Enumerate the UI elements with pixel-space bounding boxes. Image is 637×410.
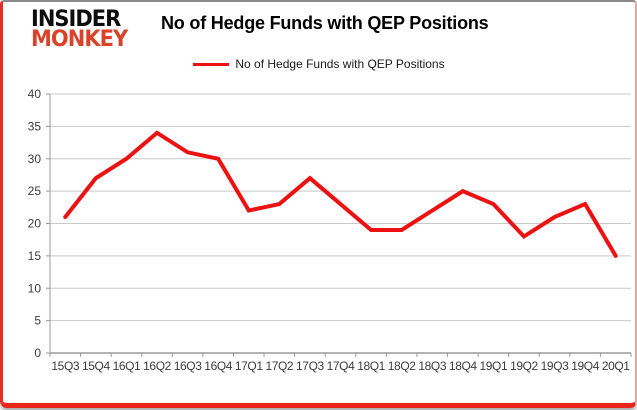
- y-tick-label: 10: [28, 281, 42, 295]
- y-tick-label: 40: [28, 87, 42, 101]
- x-tick-label: 18Q1: [357, 359, 385, 373]
- x-tick-label: 16Q4: [204, 359, 232, 373]
- line-chart: 0 5 10 15 20 25 30 35 40 15Q3 15Q4 16Q1 16Q2 16Q3 16Q4…: [28, 87, 632, 373]
- logo-monkey-text: MONKEY: [31, 25, 128, 52]
- insider-monkey-logo: INSIDER MONKEY: [31, 5, 128, 52]
- legend-line-swatch: [193, 62, 230, 66]
- x-tick-label: 16Q3: [174, 359, 202, 373]
- x-tick-label: 19Q1: [480, 359, 508, 373]
- y-tick-label: 5: [34, 314, 41, 328]
- x-tick-label: 15Q4: [82, 359, 110, 373]
- chart-legend: No of Hedge Funds with QEP Positions: [3, 57, 635, 71]
- x-tick-label: 19Q4: [571, 359, 599, 373]
- axes: [49, 94, 632, 357]
- y-axis-labels: 0 5 10 15 20 25 30 35 40: [28, 87, 42, 360]
- logo-insider-text: INSIDER: [31, 5, 121, 32]
- y-tick-label: 20: [28, 217, 42, 231]
- y-tick-label: 15: [28, 249, 42, 263]
- x-tick-label: 16Q2: [143, 359, 171, 373]
- x-tick-label: 18Q4: [449, 359, 477, 373]
- x-tick-label: 18Q2: [388, 359, 416, 373]
- x-tick-label: 15Q3: [51, 359, 79, 373]
- chart-title: No of Hedge Funds with QEP Positions: [161, 13, 489, 33]
- x-tick-label: 18Q3: [418, 359, 446, 373]
- x-tick-label: 19Q2: [510, 359, 538, 373]
- x-tick-label: 16Q1: [113, 359, 141, 373]
- legend-label: No of Hedge Funds with QEP Positions: [235, 57, 445, 71]
- y-tick-label: 30: [28, 152, 42, 166]
- y-tick-label: 35: [28, 119, 42, 133]
- x-tick-label: 20Q1: [602, 359, 630, 373]
- y-tick-label: 0: [34, 346, 41, 360]
- y-tick-label: 25: [28, 184, 42, 198]
- x-tick-label: 19Q3: [541, 359, 569, 373]
- x-tick-label: 17Q2: [265, 359, 293, 373]
- x-axis-labels: 15Q3 15Q4 16Q1 16Q2 16Q3 16Q4 17Q1 17Q2 17Q3 17Q4…: [51, 359, 630, 373]
- x-tick-label: 17Q4: [327, 359, 355, 373]
- x-tick-label: 17Q3: [296, 359, 324, 373]
- x-tick-label: 17Q1: [235, 359, 263, 373]
- series-line-0: [63, 130, 618, 258]
- gridlines: [46, 93, 631, 354]
